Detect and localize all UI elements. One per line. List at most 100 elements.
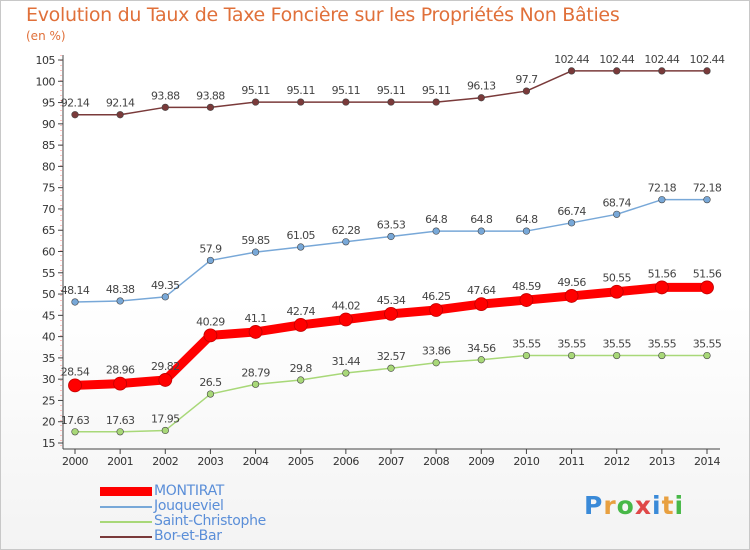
logo-letter: t: [661, 491, 675, 520]
data-point: [161, 103, 169, 111]
data-label: 95.11: [332, 84, 361, 97]
y-tick-label: 80: [42, 160, 55, 173]
data-point: [113, 376, 128, 391]
x-tick-label: 2005: [288, 455, 314, 468]
logo-letter: x: [634, 491, 652, 520]
data-label: 49.35: [151, 279, 180, 292]
data-point: [567, 351, 576, 360]
data-point: [203, 328, 218, 343]
data-label: 40.29: [196, 315, 225, 328]
y-tick-label: 70: [42, 203, 55, 216]
data-point: [206, 256, 215, 265]
data-point: [68, 378, 82, 393]
data-point: [567, 219, 576, 227]
data-label: 102.44: [554, 53, 589, 66]
legend-swatch: [100, 521, 152, 523]
data-label: 42.74: [286, 305, 315, 318]
data-label: 35.55: [557, 338, 586, 351]
data-point: [658, 196, 666, 204]
y-tick-label: 20: [42, 416, 55, 429]
data-label: 95.11: [422, 84, 451, 97]
data-point: [700, 280, 714, 295]
data-label: 44.02: [332, 300, 361, 313]
y-tick-label: 45: [42, 309, 55, 322]
data-label: 97.7: [515, 73, 538, 86]
data-point: [519, 293, 534, 307]
data-label: 66.74: [557, 205, 586, 218]
data-point: [251, 98, 260, 106]
chart-title: Evolution du Taux de Taxe Foncière sur l…: [26, 4, 620, 26]
y-tick-label: 100: [36, 75, 56, 88]
legend-label: MONTIRAT: [154, 483, 225, 499]
data-point: [116, 297, 124, 305]
data-label: 96.13: [467, 80, 496, 93]
data-point: [387, 98, 395, 106]
data-point: [342, 369, 350, 377]
data-point: [703, 67, 711, 75]
data-label: 41.1: [245, 312, 267, 325]
y-tick-label: 30: [42, 373, 55, 386]
data-label: 17.63: [106, 414, 135, 427]
data-label: 51.56: [648, 267, 677, 280]
data-label: 95.11: [286, 84, 315, 97]
data-label: 49.56: [557, 276, 586, 289]
y-tick-label: 35: [42, 352, 55, 365]
data-point: [71, 111, 79, 119]
legend-swatch: [100, 487, 152, 496]
data-label: 32.57: [377, 350, 406, 363]
x-tick-label: 2009: [468, 455, 494, 468]
data-label: 64.8: [515, 213, 538, 226]
data-label: 92.14: [61, 97, 90, 110]
data-point: [251, 248, 260, 256]
x-tick-label: 2008: [423, 455, 449, 468]
data-label: 29.82: [151, 360, 180, 373]
data-label: 95.11: [241, 84, 270, 97]
data-point: [658, 67, 666, 75]
data-point: [342, 238, 350, 246]
x-tick-label: 2011: [559, 455, 585, 468]
legend-label: Jouqueviel: [154, 498, 224, 514]
data-label: 29.8: [290, 362, 313, 375]
data-label: 95.11: [377, 84, 406, 97]
data-label: 102.44: [690, 53, 725, 66]
data-point: [613, 210, 621, 218]
data-point: [522, 87, 531, 95]
data-label: 34.56: [467, 342, 496, 355]
data-label: 50.55: [602, 272, 631, 285]
data-point: [297, 376, 305, 384]
data-point: [432, 227, 440, 235]
data-point: [251, 380, 260, 388]
data-point: [161, 426, 169, 435]
legend-swatch: [100, 506, 152, 508]
y-tick-label: 40: [42, 331, 55, 344]
data-point: [206, 390, 215, 398]
data-point: [338, 312, 353, 327]
data-label: 46.25: [422, 290, 451, 303]
data-label: 62.28: [332, 224, 361, 237]
y-tick-label: 55: [42, 267, 55, 280]
data-point: [567, 67, 576, 75]
data-label: 48.59: [512, 280, 541, 293]
data-point: [161, 293, 169, 301]
data-point: [654, 280, 669, 295]
data-label: 68.74: [602, 196, 631, 209]
data-point: [522, 351, 531, 360]
data-label: 72.18: [648, 182, 677, 195]
data-point: [206, 103, 215, 111]
x-tick-label: 2000: [62, 455, 88, 468]
data-label: 48.14: [61, 284, 90, 297]
data-point: [248, 325, 263, 339]
data-point: [158, 373, 173, 387]
data-label: 93.88: [196, 89, 225, 102]
x-tick-label: 2012: [604, 455, 630, 468]
data-point: [429, 303, 444, 317]
data-label: 57.9: [199, 242, 222, 255]
y-tick-label: 50: [42, 288, 55, 301]
data-point: [564, 289, 579, 303]
data-label: 45.34: [377, 294, 406, 307]
data-label: 17.63: [61, 414, 90, 427]
data-point: [116, 111, 124, 119]
data-point: [297, 243, 305, 251]
data-point: [293, 318, 308, 332]
